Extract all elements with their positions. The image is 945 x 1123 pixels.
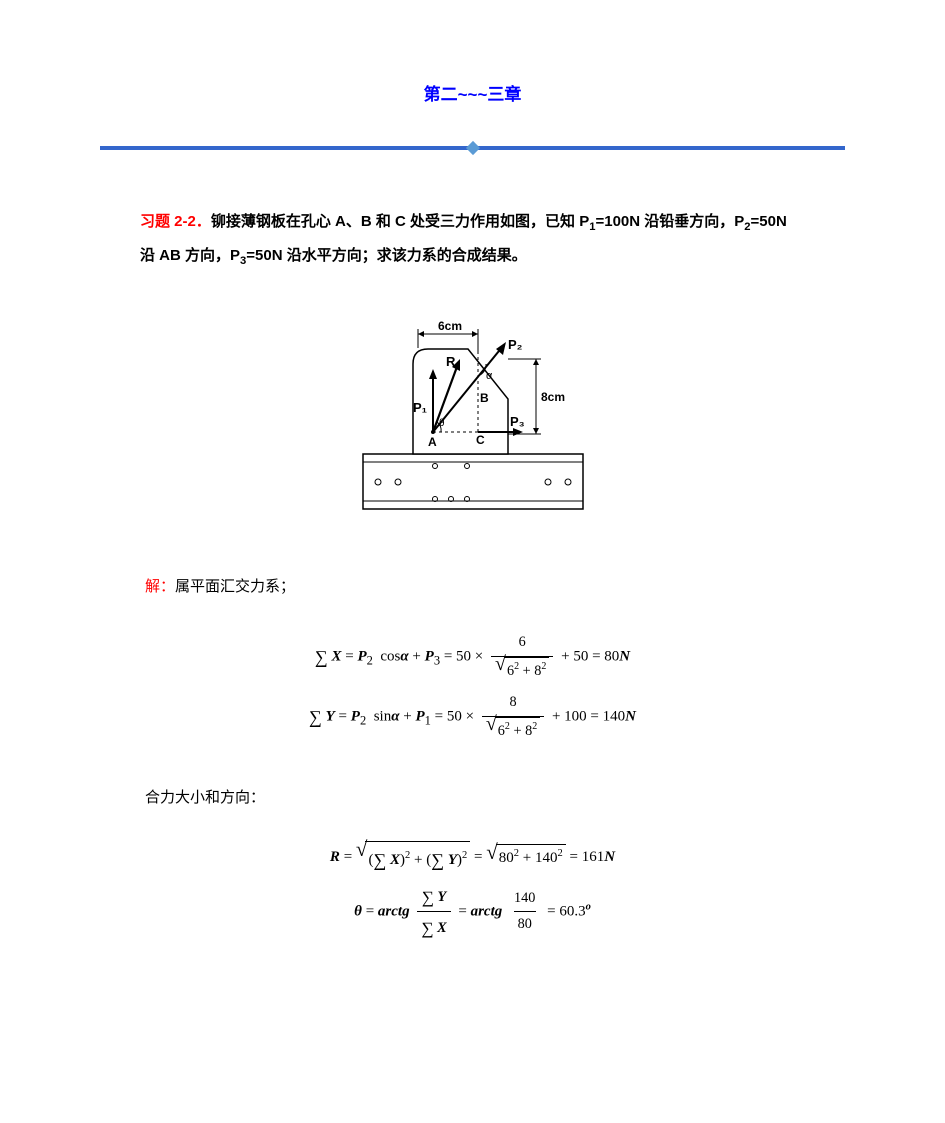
N3: N (604, 849, 615, 865)
divider (100, 141, 845, 155)
RX: X (390, 852, 400, 868)
thY: Y (437, 889, 446, 905)
th80: 80 (514, 911, 536, 938)
equations-2: R = √ (∑ X)2 + (∑ Y)2 = √ 802 + 1402 = 1… (100, 841, 845, 943)
label-P1: P₁ (413, 400, 427, 415)
alpha-2: α (391, 709, 399, 725)
th140: 140 (510, 886, 539, 912)
thX: X (437, 920, 447, 936)
RY: Y (448, 852, 457, 868)
label-C: C (476, 433, 485, 447)
solution-text-1: 属平面汇交力系； (175, 578, 295, 595)
deg: o (586, 901, 591, 912)
sqR3: 2 (514, 848, 519, 859)
sqR1: 2 (405, 850, 410, 861)
arctg2: arctg (471, 903, 503, 919)
label-R: R (446, 354, 456, 369)
eq-R: R = √ (∑ X)2 + (∑ Y)2 = √ 802 + 1402 = 1… (100, 841, 845, 874)
theta-v: θ (354, 903, 362, 919)
problem-text-2: =100N 沿铅垂方向，P (595, 213, 744, 230)
p1b: P (415, 709, 424, 725)
figure-svg: 6cm 8cm A B C P₁ P₂ α P₃ (358, 304, 588, 524)
v100: 100 (564, 709, 587, 725)
R: R (330, 849, 340, 865)
eq-sum-y: ∑ Y = P2 sinα + P1 = 50 × 8 √62 + 82 + 1… (100, 690, 845, 744)
eq-sum-x: ∑ X = P2 cosα + P3 = 50 × 6 √62 + 82 + 5… (100, 630, 845, 684)
p2: P (357, 649, 366, 665)
eq-theta: θ = arctg ∑ Y ∑ X = arctg 140 80 = 60.3o (100, 881, 845, 944)
var-Y: Y (326, 709, 335, 725)
N1: N (619, 649, 630, 665)
p2b-sub: 2 (360, 714, 366, 728)
sin: sin (374, 709, 392, 725)
sq4: 2 (532, 721, 537, 732)
v50b: 50 (573, 649, 588, 665)
dim-8cm: 8cm (541, 390, 565, 404)
p3-sub: 3 (434, 654, 440, 668)
alpha-1: α (400, 649, 408, 665)
solution-text-2: 合力大小和方向： (145, 789, 265, 806)
p2b: P (351, 709, 360, 725)
sqR4: 2 (558, 848, 563, 859)
dim-6cm: 6cm (438, 319, 462, 333)
v50a: 50 (456, 649, 471, 665)
var-X: X (331, 649, 341, 665)
equations-1: ∑ X = P2 cosα + P3 = 50 × 6 √62 + 82 + 5… (100, 630, 845, 744)
res80: 80 (604, 649, 619, 665)
solution-line-2: 合力大小和方向： (145, 784, 845, 811)
th603: 60.3 (559, 903, 585, 919)
da: 6 (507, 662, 514, 678)
p2-sub: 2 (367, 654, 373, 668)
divider-diamond (465, 141, 479, 155)
sqR2: 2 (462, 850, 467, 861)
N2: N (625, 709, 636, 725)
r80: 80 (499, 850, 514, 866)
arctg1: arctg (378, 903, 410, 919)
sigma-2: ∑ (309, 707, 322, 727)
res140: 140 (603, 709, 626, 725)
problem-text-4: =50N 沿水平方向；求该力系的合成结果。 (246, 247, 526, 264)
num-8: 8 (505, 690, 520, 716)
problem-statement: 习题 2-2．铆接薄钢板在孔心 A、B 和 C 处受三力作用如图，已知 P1=1… (140, 205, 805, 275)
cos: cos (380, 649, 400, 665)
label-theta: θ (439, 418, 445, 429)
da2: 6 (498, 723, 505, 739)
v50c: 50 (447, 709, 462, 725)
sigma-1: ∑ (315, 647, 328, 667)
label-P2: P₂ (508, 337, 523, 352)
sq1: 2 (514, 661, 519, 672)
sq3: 2 (505, 721, 510, 732)
solution-label: 解： (145, 578, 175, 595)
num-6: 6 (515, 630, 530, 656)
exercise-label: 习题 2-2． (140, 213, 211, 230)
p3: P (425, 649, 434, 665)
label-alpha: α (486, 370, 493, 382)
p1b-sub: 1 (425, 714, 431, 728)
chapter-title: 第二~~~三章 (100, 80, 845, 111)
r140: 140 (535, 850, 558, 866)
label-P3: P₃ (510, 414, 525, 429)
problem-text-1: 铆接薄钢板在孔心 A、B 和 C 处受三力作用如图，已知 P (211, 213, 589, 230)
sq2: 2 (541, 661, 546, 672)
r161: 161 (582, 849, 605, 865)
solution-line-1: 解：属平面汇交力系； (145, 573, 845, 600)
label-A: A (428, 435, 437, 449)
figure: 6cm 8cm A B C P₁ P₂ α P₃ (100, 304, 845, 533)
label-B: B (480, 391, 489, 405)
